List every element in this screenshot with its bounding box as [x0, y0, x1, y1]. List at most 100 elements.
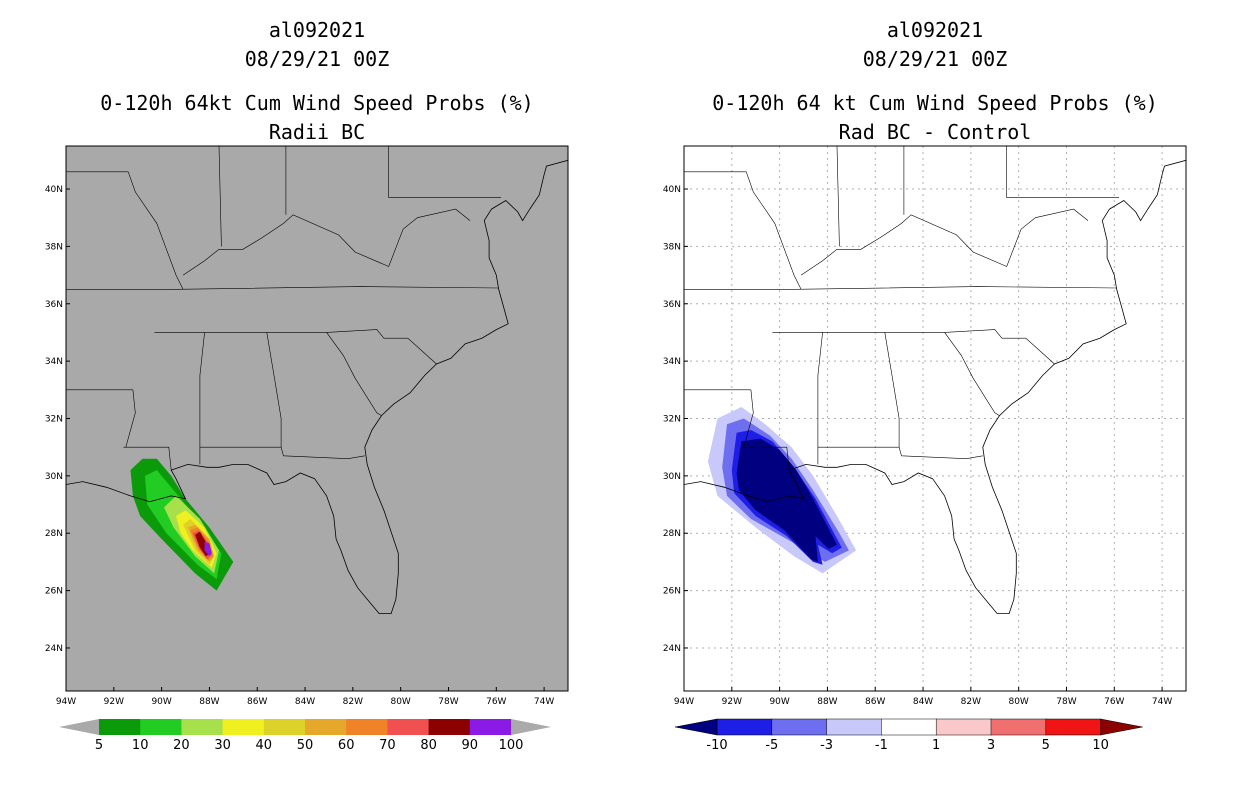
- x-tick-label: 84W: [913, 697, 933, 707]
- chart-subtitle: Radii BC: [269, 120, 365, 144]
- state-border: [326, 332, 382, 416]
- y-tick-label: 38N: [663, 242, 681, 252]
- colorbar-label: -10: [706, 738, 727, 753]
- right-chart: al092021 08/29/21 00Z 0-120h 64 kt Cum Win…: [663, 18, 1187, 753]
- colorbar-label: -3: [820, 738, 833, 753]
- y-tick-label: 30N: [45, 472, 63, 482]
- x-tick-label: 78W: [438, 697, 458, 707]
- x-tick-label: 80W: [1008, 697, 1028, 707]
- state-border: [66, 171, 184, 290]
- state-border: [741, 389, 790, 471]
- colorbar-cell: [716, 718, 773, 736]
- y-tick-label: 36N: [45, 300, 63, 310]
- storm-id-title: al092021: [887, 18, 983, 42]
- colorbar-label: -5: [765, 738, 778, 753]
- state-border: [684, 286, 1117, 290]
- state-border: [182, 208, 471, 276]
- chart-subtitle: Rad BC - Control: [839, 120, 1032, 144]
- x-tick-label: 88W: [817, 697, 837, 707]
- colorbar-cell: [346, 719, 388, 735]
- y-tick-label: 34N: [45, 357, 63, 367]
- y-tick-label: 32N: [45, 415, 63, 425]
- x-tick-label: 90W: [769, 697, 789, 707]
- x-tick-label: 74W: [534, 697, 554, 707]
- colorbar-cell: [1045, 718, 1102, 736]
- x-tick-label: 90W: [151, 697, 171, 707]
- colorbar: -10 -5 -3 -1 1 3 5 10: [674, 718, 1143, 753]
- state-border: [218, 146, 222, 247]
- x-tick-label: 86W: [247, 697, 267, 707]
- x-tick-label: 92W: [722, 697, 742, 707]
- x-tick-label: 86W: [865, 697, 885, 707]
- state-border: [817, 332, 823, 465]
- y-tick-label: 32N: [663, 415, 681, 425]
- y-tick-label: 24N: [663, 644, 681, 654]
- colorbar-label: 80: [420, 738, 437, 753]
- state-border: [884, 332, 983, 460]
- colorbar-cell: [387, 719, 430, 735]
- y-tick-label: 40N: [663, 185, 681, 195]
- y-tick-label: 26N: [45, 587, 63, 597]
- plot-background: [66, 146, 568, 691]
- state-border: [772, 329, 1055, 365]
- x-tick-label: 82W: [343, 697, 363, 707]
- y-tick-label: 40N: [45, 185, 63, 195]
- coastline: [66, 159, 568, 614]
- colorbar-label: 60: [338, 738, 355, 753]
- left-chart: al092021 08/29/21 00Z 0-120h 64kt Cum Wind…: [45, 18, 569, 753]
- colorbar-cell: [263, 719, 306, 735]
- colorbar-label: -1: [875, 738, 888, 753]
- colorbar-cell: [222, 719, 265, 735]
- colorbar-cell: [881, 718, 937, 736]
- state-border: [66, 286, 499, 290]
- chart-title: 0-120h 64kt Cum Wind Speed Probs (%): [100, 91, 533, 115]
- state-border: [154, 329, 437, 365]
- plot-background: [684, 146, 1186, 691]
- colorbar-right-arrow: [1100, 719, 1143, 735]
- state-border: [199, 332, 205, 465]
- colorbar-cell: [990, 718, 1047, 736]
- colorbar-cell: [428, 719, 471, 735]
- state-border: [266, 332, 365, 460]
- y-tick-label: 24N: [45, 644, 63, 654]
- state-border: [684, 171, 802, 290]
- x-tick-label: 94W: [56, 697, 76, 707]
- contour-level-neg10: [736, 438, 837, 562]
- colorbar-label: 30: [214, 738, 231, 753]
- colorbar-cell: [99, 719, 141, 735]
- plot-area: [66, 146, 568, 614]
- x-tick-label: 74W: [1152, 697, 1172, 707]
- x-tick-label: 82W: [961, 697, 981, 707]
- colorbar-label: 5: [95, 738, 103, 753]
- colorbar-label: 5: [1042, 738, 1050, 753]
- x-tick-label: 76W: [1104, 697, 1124, 707]
- datetime-title: 08/29/21 00Z: [863, 47, 1008, 71]
- state-border: [836, 146, 840, 247]
- colorbar-cell: [771, 718, 828, 736]
- colorbar-cell: [181, 719, 224, 735]
- colorbar-label: 90: [462, 738, 479, 753]
- state-border: [1006, 146, 1120, 198]
- y-tick-label: 38N: [45, 242, 63, 252]
- colorbar-label: 20: [173, 738, 190, 753]
- y-tick-label: 30N: [663, 472, 681, 482]
- colorbar-label: 100: [499, 738, 524, 753]
- contour-level-90: [204, 541, 212, 557]
- plot-area: [684, 146, 1186, 691]
- y-tick-label: 28N: [45, 529, 63, 539]
- colorbar-label: 10: [1092, 738, 1109, 753]
- colorbar-label: 40: [256, 738, 273, 753]
- y-tick-label: 36N: [663, 300, 681, 310]
- colorbar-left-arrow: [675, 719, 717, 735]
- coastline: [684, 159, 1186, 614]
- colorbar-cell: [826, 718, 883, 736]
- colorbar-left-arrow: [59, 719, 99, 735]
- state-border: [800, 208, 1089, 276]
- state-border: [123, 389, 172, 471]
- x-tick-label: 78W: [1056, 697, 1076, 707]
- state-border: [388, 146, 502, 198]
- colorbar-label: 10: [132, 738, 149, 753]
- colorbar-right-arrow: [511, 719, 551, 735]
- colorbar-cell: [305, 719, 347, 735]
